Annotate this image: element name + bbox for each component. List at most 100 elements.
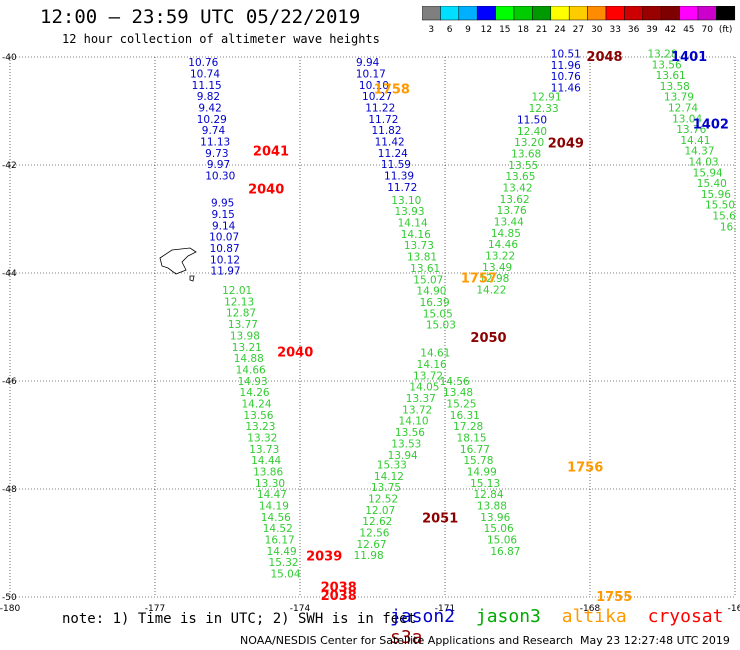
data-label: 13.76 — [497, 205, 527, 217]
data-label: 14.90 — [416, 286, 446, 298]
data-label: 12.33 — [529, 103, 559, 115]
data-label: 11.50 — [517, 114, 547, 126]
x-tick-label: -168 — [580, 604, 601, 614]
y-tick-label: -50 — [2, 593, 17, 603]
data-label: 13.96 — [480, 512, 510, 524]
data-label: 13.56 — [395, 427, 425, 439]
colorbar-label: 27 — [573, 25, 584, 35]
data-label: 15.78 — [463, 455, 493, 467]
time-annotation: 2038 — [321, 580, 357, 595]
legend-cryosat: cryosat — [647, 606, 724, 627]
data-label: 12.07 — [365, 505, 395, 517]
data-label: 15.33 — [377, 459, 407, 471]
data-label: 13.72 — [402, 404, 432, 416]
data-label: 12.56 — [359, 528, 389, 540]
colorbar-label: 9 — [465, 25, 471, 35]
data-label: 9.74 — [202, 125, 226, 137]
data-label: 13.58 — [660, 81, 690, 93]
time-annotation: 2050 — [470, 331, 506, 346]
data-label: 14.26 — [240, 387, 270, 399]
data-label: 16.31 — [450, 410, 480, 422]
time-annotation: 1401 — [671, 50, 707, 65]
data-label: 11.59 — [381, 159, 411, 171]
colorbar-label: 45 — [683, 25, 694, 35]
data-label: 14.14 — [398, 218, 428, 230]
data-label: 14.49 — [267, 546, 297, 558]
data-label: 13.48 — [443, 387, 473, 399]
generated-timestamp: May 23 12:27:48 UTC 2019 — [580, 634, 730, 647]
data-label: 12.13 — [224, 296, 254, 308]
colorbar-label: 18 — [517, 25, 529, 35]
page-subtitle: 12 hour collection of altimeter wave hei… — [62, 32, 380, 46]
data-label: 14.93 — [238, 376, 268, 388]
data-label: 13.53 — [391, 438, 421, 450]
legend-jason2: jason2 — [390, 606, 456, 627]
data-label: 13.56 — [243, 410, 273, 422]
data-label: 15.94 — [693, 167, 723, 179]
time-annotation: 2040 — [277, 345, 313, 360]
data-label: 12.01 — [222, 285, 252, 297]
data-label: 9.95 — [211, 198, 234, 210]
data-label: 13.73 — [404, 240, 434, 252]
data-label: 10.74 — [190, 69, 220, 81]
data-label: 13.72 — [413, 370, 443, 382]
data-label: 14.66 — [236, 364, 266, 376]
data-label: 11.82 — [371, 125, 401, 137]
data-label: 10.87 — [210, 243, 240, 255]
data-label: 14.19 — [259, 501, 289, 513]
data-label: 11.46 — [551, 83, 581, 95]
colorbar-label: 36 — [628, 25, 640, 35]
colorbar-label: 3 — [428, 25, 434, 35]
data-label: 13.94 — [388, 450, 418, 462]
data-label: 13.23 — [245, 421, 275, 433]
data-label: 9.14 — [212, 220, 236, 232]
data-label: 12.67 — [357, 539, 387, 551]
data-label: 13.79 — [664, 92, 694, 104]
data-label: 10.76 — [551, 71, 581, 83]
data-label: 13.37 — [406, 393, 436, 405]
data-label: 12.84 — [473, 489, 503, 501]
data-label: 13.61 — [410, 263, 440, 275]
data-label: 14.85 — [491, 228, 521, 240]
data-label: 9.42 — [198, 103, 221, 115]
legend-jason3: jason3 — [475, 606, 541, 627]
data-label: 15.25 — [446, 398, 476, 410]
data-label: 12.52 — [368, 494, 398, 506]
data-label: 15.50 — [705, 200, 735, 212]
data-label: 13.22 — [485, 251, 515, 263]
island-outline — [159, 247, 197, 275]
data-label: 11.22 — [365, 103, 395, 115]
data-label: 10.27 — [362, 91, 392, 103]
data-label: 13.61 — [656, 70, 686, 82]
data-label: 9.15 — [211, 209, 234, 221]
data-label: 11.24 — [378, 148, 408, 160]
data-label: 10.17 — [356, 69, 386, 81]
data-label: 14.56 — [261, 512, 291, 524]
data-label: 13.81 — [407, 252, 437, 264]
data-label: 11.42 — [375, 137, 405, 149]
data-label: 15.06 — [484, 523, 514, 535]
y-tick-label: -46 — [2, 377, 17, 387]
data-label: 11.72 — [368, 114, 398, 126]
data-label: 14.88 — [234, 353, 264, 365]
data-label: 14.24 — [241, 398, 271, 410]
data-label: 15.03 — [426, 320, 456, 332]
data-label: 14.03 — [689, 157, 719, 169]
data-label: 15.6 — [712, 211, 736, 223]
legend-s3a: s3a — [390, 627, 423, 648]
data-label: 14.16 — [401, 229, 431, 241]
data-label: 16.39 — [420, 297, 450, 309]
colorbar-label: (ft) — [719, 25, 733, 35]
data-label: 15.07 — [413, 274, 443, 286]
colorbar-label: 39 — [646, 25, 658, 35]
data-label: 13.73 — [249, 444, 279, 456]
data-label: 11.13 — [200, 137, 230, 149]
data-label: 16.17 — [265, 535, 295, 547]
data-label: 11.97 — [211, 266, 241, 278]
data-label: 13.44 — [494, 216, 524, 228]
data-label: 14.52 — [263, 523, 293, 535]
data-label: 11.15 — [192, 80, 222, 92]
data-label: 10.29 — [197, 114, 227, 126]
data-label: 12.91 — [531, 92, 561, 104]
